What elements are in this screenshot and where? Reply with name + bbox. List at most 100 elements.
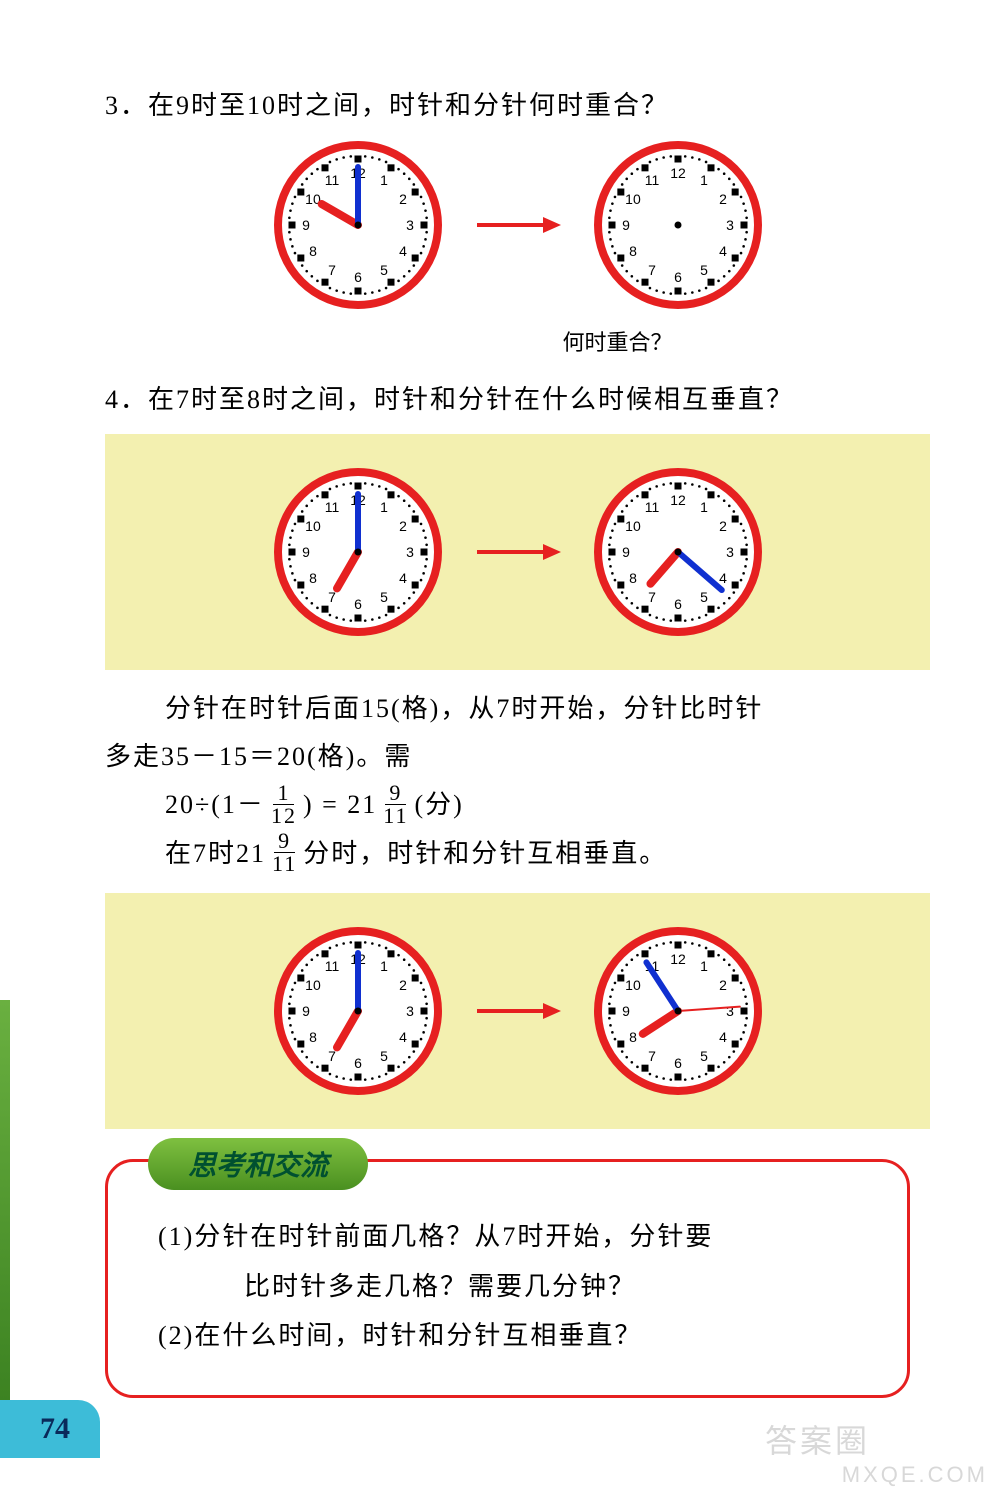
- svg-text:2: 2: [719, 977, 727, 993]
- svg-text:4: 4: [719, 570, 727, 586]
- svg-text:5: 5: [380, 589, 388, 605]
- think-l2: (2)在什么时间，时针和分针互相垂直？: [158, 1311, 872, 1360]
- svg-text:1: 1: [700, 958, 708, 974]
- svg-text:3: 3: [726, 1003, 734, 1019]
- q4-box2-clock-row: 121234567891011 121234567891011: [105, 926, 930, 1096]
- svg-text:12: 12: [670, 492, 686, 508]
- sol-line2: 多走35－15＝20(格)。需: [105, 733, 930, 781]
- svg-text:5: 5: [380, 262, 388, 278]
- q4-box2: 121234567891011 121234567891011: [105, 893, 930, 1129]
- q3-caption: 何时重合？: [105, 325, 930, 357]
- think-l1b: 比时针多走几格？需要几分钟？: [158, 1262, 872, 1311]
- left-page-edge: [0, 1000, 10, 1420]
- svg-text:7: 7: [648, 262, 656, 278]
- svg-text:5: 5: [700, 1048, 708, 1064]
- svg-text:11: 11: [324, 958, 339, 974]
- svg-text:7: 7: [648, 589, 656, 605]
- svg-text:8: 8: [629, 1029, 637, 1045]
- sol-line3: 20÷(1－112) = 21911(分): [105, 781, 930, 830]
- svg-text:1: 1: [380, 958, 388, 974]
- svg-text:6: 6: [354, 596, 362, 612]
- svg-text:3: 3: [406, 1003, 414, 1019]
- f2-num: 9: [385, 782, 406, 805]
- svg-text:9: 9: [622, 217, 630, 233]
- svg-text:3: 3: [406, 217, 414, 233]
- think-box: 思考和交流 (1)分针在时针前面几格？从7时开始，分针要 比时针多走几格？需要几…: [105, 1159, 910, 1398]
- page-content: 3．在9时至10时之间，时针和分针何时重合？ 121234567891011 1…: [0, 0, 1000, 1398]
- svg-text:2: 2: [399, 191, 407, 207]
- sol-line1: 分针在时针后面15(格)，从7时开始，分针比时针: [105, 685, 930, 733]
- calc-frac2: 911: [379, 782, 412, 827]
- l4-frac: 911: [268, 830, 301, 875]
- calc-mid: ) = 21: [303, 790, 377, 819]
- q3-arrow-icon: [473, 210, 563, 240]
- l4f-num: 9: [274, 830, 295, 853]
- q4-box2-clock-right: 121234567891011: [593, 926, 763, 1096]
- watermark-1: 答案圈: [765, 1416, 870, 1462]
- svg-text:11: 11: [324, 499, 339, 515]
- svg-text:10: 10: [625, 191, 641, 207]
- svg-text:6: 6: [674, 596, 682, 612]
- svg-text:2: 2: [719, 518, 727, 534]
- svg-text:11: 11: [324, 172, 339, 188]
- svg-text:2: 2: [399, 518, 407, 534]
- l4-pre: 在7时21: [165, 839, 266, 868]
- svg-text:8: 8: [629, 570, 637, 586]
- question-4-text: 4．在7时至8时之间，时针和分针在什么时候相互垂直？: [105, 379, 930, 416]
- svg-text:2: 2: [399, 977, 407, 993]
- think-badge: 思考和交流: [148, 1138, 368, 1190]
- svg-text:9: 9: [622, 544, 630, 560]
- svg-text:3: 3: [406, 544, 414, 560]
- q3-clock-left: 121234567891011: [273, 140, 443, 310]
- svg-text:1: 1: [380, 499, 388, 515]
- svg-text:5: 5: [700, 589, 708, 605]
- calc-frac1: 112: [267, 782, 301, 827]
- svg-text:8: 8: [309, 1029, 317, 1045]
- svg-text:5: 5: [380, 1048, 388, 1064]
- q3-clock-row: 121234567891011 121234567891011: [105, 140, 930, 310]
- question-3-text: 3．在9时至10时之间，时针和分针何时重合？: [105, 85, 930, 122]
- svg-text:9: 9: [302, 1003, 310, 1019]
- q4-solution: 分针在时针后面15(格)，从7时开始，分针比时针 多走35－15＝20(格)。需…: [105, 685, 930, 878]
- svg-text:3: 3: [726, 544, 734, 560]
- svg-text:4: 4: [719, 1029, 727, 1045]
- svg-text:5: 5: [700, 262, 708, 278]
- svg-text:4: 4: [399, 1029, 407, 1045]
- svg-text:4: 4: [719, 243, 727, 259]
- think-l1: (1)分针在时针前面几格？从7时开始，分针要: [158, 1212, 872, 1261]
- svg-text:10: 10: [625, 518, 641, 534]
- sol-line4: 在7时21911分时，时针和分针互相垂直。: [105, 830, 930, 879]
- l4f-den: 11: [268, 853, 301, 875]
- svg-text:11: 11: [644, 499, 659, 515]
- page-number: 74: [0, 1400, 100, 1458]
- svg-text:9: 9: [302, 544, 310, 560]
- f2-den: 11: [379, 805, 412, 827]
- svg-text:7: 7: [328, 262, 336, 278]
- svg-text:6: 6: [354, 1055, 362, 1071]
- svg-text:10: 10: [305, 518, 321, 534]
- svg-text:8: 8: [309, 570, 317, 586]
- q4-box1-clock-right: 12 12 3 45 6 78 9 1011: [593, 467, 763, 637]
- svg-text:10: 10: [625, 977, 641, 993]
- svg-text:2: 2: [719, 191, 727, 207]
- q4-box2-clock-left: 121234567891011: [273, 926, 443, 1096]
- q4-box1: 121234567891011 121234567891011: [105, 434, 930, 670]
- f1-num: 1: [273, 782, 294, 805]
- svg-text:9: 9: [622, 1003, 630, 1019]
- q3-clock-right: 121234567891011: [593, 140, 763, 310]
- svg-text:7: 7: [648, 1048, 656, 1064]
- svg-text:12: 12: [670, 951, 686, 967]
- f1-den: 12: [267, 805, 301, 827]
- svg-text:9: 9: [302, 217, 310, 233]
- q4-box2-arrow-icon: [473, 996, 563, 1026]
- calc-pre: 20÷(1－: [165, 790, 265, 819]
- watermark-2: MXQE.COM: [842, 1462, 988, 1488]
- svg-text:4: 4: [399, 570, 407, 586]
- svg-text:4: 4: [399, 243, 407, 259]
- svg-text:10: 10: [305, 977, 321, 993]
- q4-box1-arrow-icon: [473, 537, 563, 567]
- svg-text:8: 8: [309, 243, 317, 259]
- svg-text:1: 1: [700, 499, 708, 515]
- svg-text:6: 6: [354, 269, 362, 285]
- svg-text:8: 8: [629, 243, 637, 259]
